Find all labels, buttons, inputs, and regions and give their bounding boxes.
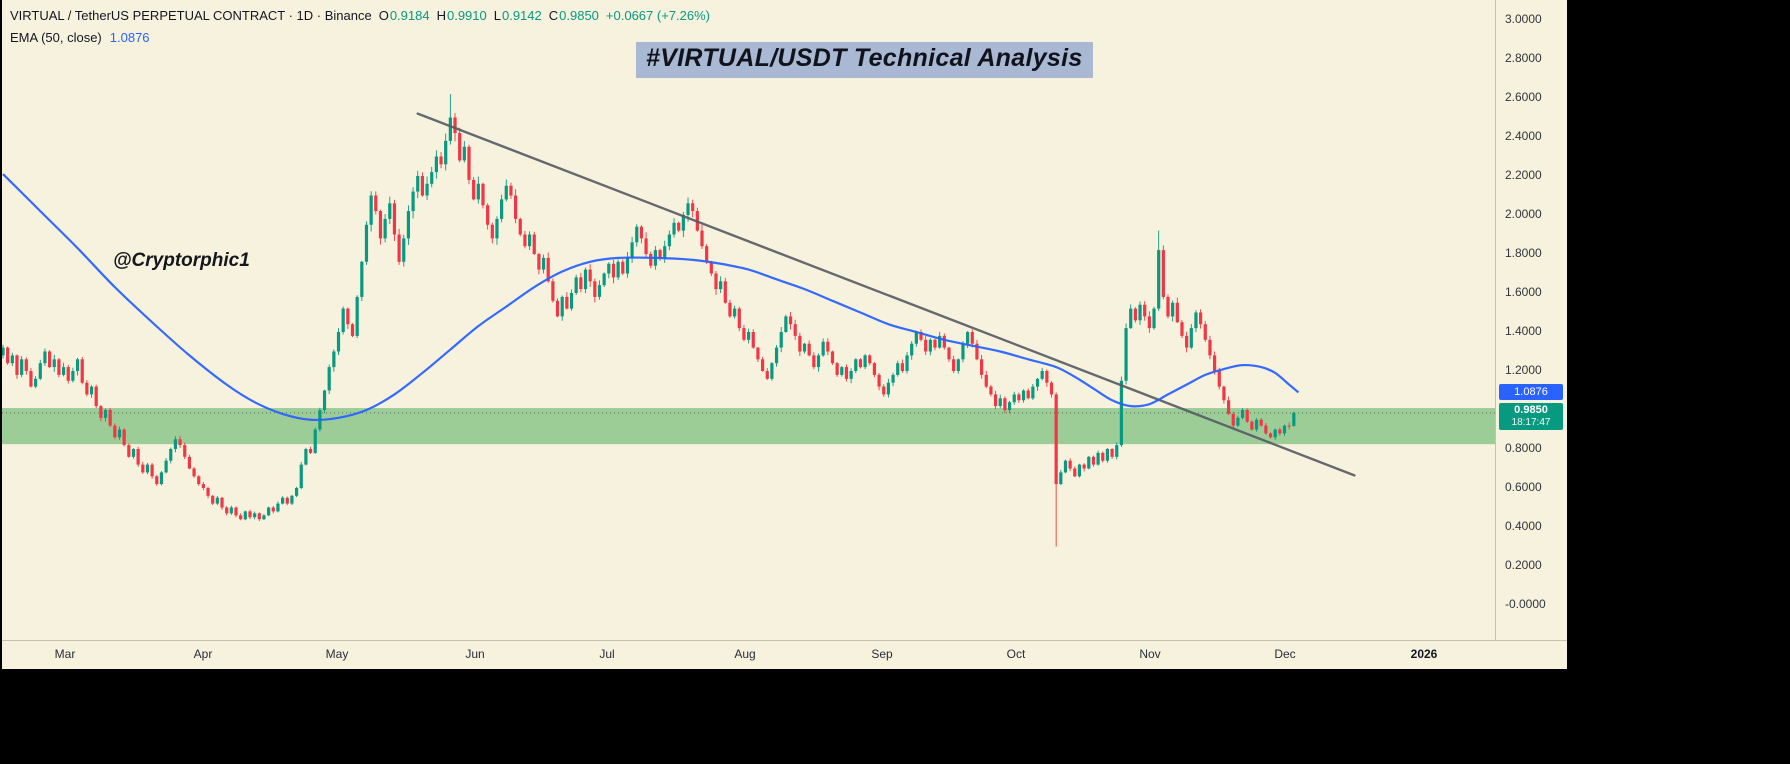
close-key: C [548, 8, 559, 23]
high-key: H [436, 8, 446, 23]
price-tick-label: 0.4000 [1505, 519, 1542, 533]
price-tick-label: 2.4000 [1505, 129, 1542, 143]
time-tick-label: Jun [465, 647, 485, 661]
ema-indicator-label[interactable]: EMA (50, close) [10, 30, 102, 45]
time-tick-label: 2026 [1410, 647, 1438, 661]
price-tick-label: 1.8000 [1505, 246, 1542, 260]
price-chart-canvas[interactable] [2, 0, 1495, 640]
ema-price-value: 1.0876 [1514, 385, 1548, 398]
symbol-description[interactable]: VIRTUAL / TetherUS PERPETUAL CONTRACT · … [10, 8, 372, 23]
price-tick-label: 0.6000 [1505, 480, 1542, 494]
price-tick-label: 1.2000 [1505, 363, 1542, 377]
ema-indicator-value: 1.0876 [109, 30, 150, 45]
time-tick-label: Sep [871, 647, 893, 661]
ema-legend-row: EMA (50, close) 1.0876 [10, 27, 710, 49]
chart-window: VIRTUAL / TetherUS PERPETUAL CONTRACT · … [2, 0, 1567, 669]
price-tick-label: -0.0000 [1505, 597, 1546, 611]
time-tick-label: Aug [734, 647, 756, 661]
watermark-annotation[interactable]: @Cryptorphic1 [113, 250, 250, 271]
price-tick-label: 2.8000 [1505, 51, 1542, 65]
last-price-label: 0.9850 18:17:47 [1499, 402, 1563, 430]
high-value: 0.9910 [446, 8, 487, 23]
price-tick-label: 2.6000 [1505, 90, 1542, 104]
low-value: 0.9142 [501, 8, 542, 23]
time-tick-label: Oct [1006, 647, 1026, 661]
time-axis[interactable]: Mar Apr May Jun Jul Aug Sep Oct Nov Dec 2026 [2, 640, 1567, 670]
open-key: O [378, 8, 389, 23]
open-value: 0.9184 [389, 8, 430, 23]
price-tick-label: 1.4000 [1505, 324, 1542, 338]
time-tick-label: Dec [1274, 647, 1296, 661]
time-tick-label: May [325, 647, 349, 661]
ema-price-label: 1.0876 [1499, 383, 1563, 400]
last-price-value: 0.9850 [1514, 403, 1548, 416]
price-tick-label: 0.8000 [1505, 441, 1542, 455]
price-tick-label: 0.2000 [1505, 558, 1542, 572]
time-tick-label: Apr [193, 647, 213, 661]
time-tick-label: Jul [599, 647, 615, 661]
price-tick-label: 2.2000 [1505, 168, 1542, 182]
symbol-legend-row: VIRTUAL / TetherUS PERPETUAL CONTRACT · … [10, 5, 710, 27]
low-key: L [493, 8, 501, 23]
chart-legend: VIRTUAL / TetherUS PERPETUAL CONTRACT · … [10, 5, 710, 49]
candle-countdown: 18:17:47 [1511, 416, 1551, 428]
close-value: 0.9850 [559, 8, 599, 23]
time-tick-label: Mar [54, 647, 76, 661]
time-tick-label: Nov [1139, 647, 1161, 661]
change-value: +0.0667 (+7.26%) [605, 8, 710, 23]
price-tick-label: 3.0000 [1505, 12, 1542, 26]
price-tick-label: 1.6000 [1505, 285, 1542, 299]
price-tick-label: 2.0000 [1505, 207, 1542, 221]
chart-title-annotation[interactable]: #VIRTUAL/USDT Technical Analysis [636, 42, 1093, 78]
price-axis[interactable]: 1.0876 0.9850 18:17:47 3.0000 2.8000 2.600… [1495, 0, 1568, 640]
